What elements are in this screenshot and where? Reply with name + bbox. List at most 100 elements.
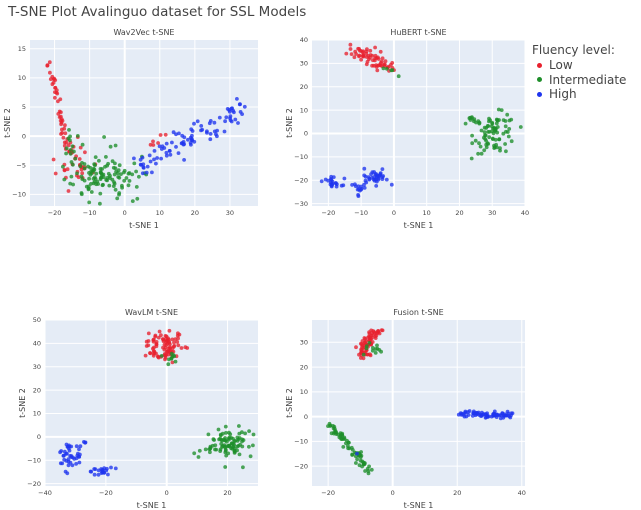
fusion-t-sne-point-intermediate: [355, 457, 359, 462]
wav2vec-t-sne-point-high: [177, 131, 181, 136]
hubert-t-sne-point-low: [367, 57, 371, 62]
legend-item-intermediate[interactable]: Intermediate: [532, 73, 626, 88]
wavlm-t-sne-point-low: [153, 333, 158, 338]
wav2vec-t-sne-point-intermediate: [68, 138, 72, 143]
wavlm-t-sne-point-low: [176, 343, 181, 348]
wav2vec-t-sne-point-intermediate: [97, 158, 101, 163]
fusion-t-sne-subplot[interactable]: −20 0 20 40 −20 −10 0 10 20 30 Fusion t-SNE t-SNE 1…: [285, 308, 526, 510]
wav2vec-t-sne-point-high: [236, 121, 240, 125]
hubert-t-sne-point-intermediate: [490, 136, 495, 141]
wavlm-t-sne-point-high: [66, 463, 71, 468]
wavlm-t-sne-series-high: [58, 440, 118, 477]
wav2vec-t-sne-point-low: [45, 63, 50, 68]
wav2vec-t-sne-point-high: [182, 158, 187, 162]
hubert-t-sne-point-intermediate: [493, 137, 498, 142]
wav2vec-t-sne-point-intermediate: [127, 179, 132, 183]
wav2vec-t-sne-subplot[interactable]: −20 −10 0 10 20 30 −10 −5 0 5 10 15 Wav2Vec t-SNE t-S…: [3, 28, 258, 230]
wav2vec-t-sne-point-low: [53, 171, 58, 176]
hubert-t-sne-point-intermediate: [504, 149, 508, 154]
hubert-t-sne-point-high: [331, 175, 336, 180]
wavlm-t-sne-title: WavLM t-SNE: [125, 308, 178, 317]
wavlm-t-sne-point-intermediate: [208, 450, 212, 455]
hubert-t-sne-point-high: [372, 175, 376, 180]
wav2vec-t-sne-point-low: [53, 90, 57, 94]
wav2vec-t-sne-point-intermediate: [98, 201, 102, 206]
hubert-t-sne-x-tick-label: −20: [322, 209, 336, 217]
fusion-t-sne-point-intermediate: [363, 469, 367, 473]
fusion-t-sne-series-intermediate: [326, 341, 383, 476]
hubert-t-sne-point-intermediate: [493, 127, 498, 132]
wav2vec-t-sne-point-intermediate: [132, 161, 137, 166]
hubert-t-sne-point-low: [373, 45, 377, 50]
hubert-t-sne-x-tick-label: 10: [423, 209, 431, 217]
wav2vec-t-sne-point-intermediate: [70, 144, 75, 149]
wavlm-t-sne-point-intermediate: [169, 351, 174, 356]
wavlm-t-sne-point-low: [167, 328, 172, 333]
wavlm-t-sne-point-low: [151, 339, 156, 344]
legend[interactable]: Fluency level: Low Intermediate High: [532, 43, 626, 102]
hubert-t-sne-y-tick-label: 40: [300, 36, 308, 44]
legend-item-high[interactable]: High: [532, 87, 626, 102]
wav2vec-t-sne-point-intermediate: [113, 143, 118, 148]
wavlm-t-sne-point-low: [175, 340, 180, 344]
wavlm-t-sne-point-low: [154, 344, 159, 349]
hubert-t-sne-point-low: [349, 52, 354, 56]
hubert-t-sne-point-intermediate: [486, 130, 490, 134]
hubert-t-sne-y-tick-label: 30: [300, 60, 308, 68]
fusion-t-sne-x-tick-label: −20: [321, 489, 335, 497]
wavlm-t-sne-point-intermediate: [222, 443, 227, 447]
wavlm-t-sne-point-high: [77, 447, 81, 452]
wav2vec-t-sne-point-high: [235, 97, 239, 101]
fusion-t-sne-point-low: [359, 347, 363, 352]
wavlm-t-sne-point-low: [154, 351, 158, 356]
fusion-t-sne-point-high: [509, 411, 514, 416]
wav2vec-t-sne-point-high: [164, 153, 169, 158]
fusion-t-sne-point-high: [486, 414, 491, 419]
wav2vec-t-sne-point-low: [77, 157, 82, 161]
wav2vec-t-sne-point-high: [152, 157, 156, 162]
hubert-t-sne-point-intermediate: [479, 128, 484, 133]
legend-marker-low: [537, 62, 542, 68]
hubert-t-sne-point-low: [348, 47, 353, 51]
wavlm-t-sne-y-tick-label: 10: [33, 410, 41, 418]
wavlm-t-sne-point-low: [157, 329, 162, 334]
wav2vec-t-sne-point-high: [159, 156, 164, 161]
wav2vec-t-sne-point-high: [222, 129, 227, 134]
wavlm-t-sne-point-intermediate: [237, 424, 241, 428]
hubert-t-sne-point-intermediate: [487, 116, 491, 121]
wavlm-t-sne-point-intermediate: [229, 436, 234, 440]
fusion-t-sne-series-low: [354, 328, 385, 361]
wav2vec-t-sne-point-high: [205, 130, 209, 135]
hubert-t-sne-point-intermediate: [469, 156, 474, 161]
hubert-t-sne-point-intermediate: [506, 134, 511, 139]
hubert-t-sne-point-intermediate: [470, 141, 475, 146]
wavlm-t-sne-point-low: [176, 336, 181, 341]
wav2vec-t-sne-point-intermediate: [79, 174, 84, 179]
wav2vec-t-sne-point-high: [186, 137, 190, 142]
wavlm-t-sne-y-tick-label: −10: [27, 456, 41, 464]
wav2vec-t-sne-point-high: [189, 127, 194, 132]
legend-item-low[interactable]: Low: [532, 58, 626, 73]
hubert-t-sne-subplot[interactable]: −20 −10 0 10 20 30 40 −30 −20 −10 0 10 20 30 40 HuBERT …: [285, 28, 529, 230]
hubert-t-sne-point-high: [378, 172, 383, 177]
hubert-t-sne-point-intermediate: [497, 137, 502, 142]
fusion-t-sne-y-tick-label: 30: [300, 338, 308, 346]
wav2vec-t-sne-point-high: [208, 132, 213, 136]
hubert-t-sne-point-intermediate: [486, 142, 490, 146]
wav2vec-t-sne-point-low: [78, 145, 83, 150]
fusion-t-sne-y-tick-label: −20: [294, 462, 308, 470]
fusion-t-sne-point-intermediate: [360, 464, 364, 469]
wavlm-t-sne-point-high: [71, 455, 75, 460]
wav2vec-t-sne-point-high: [145, 164, 150, 169]
wav2vec-t-sne-y-tick-label: −5: [16, 161, 26, 169]
wavlm-t-sne-point-low: [170, 337, 175, 342]
wav2vec-t-sne-point-intermediate: [98, 167, 103, 171]
wavlm-t-sne-point-high: [65, 451, 69, 456]
wav2vec-t-sne-point-high: [148, 159, 153, 164]
hubert-t-sne-y-tick-label: −20: [294, 176, 308, 184]
hubert-t-sne-point-intermediate: [381, 66, 386, 71]
hubert-t-sne-point-high: [362, 182, 366, 187]
wav2vec-t-sne-point-intermediate: [82, 162, 87, 166]
